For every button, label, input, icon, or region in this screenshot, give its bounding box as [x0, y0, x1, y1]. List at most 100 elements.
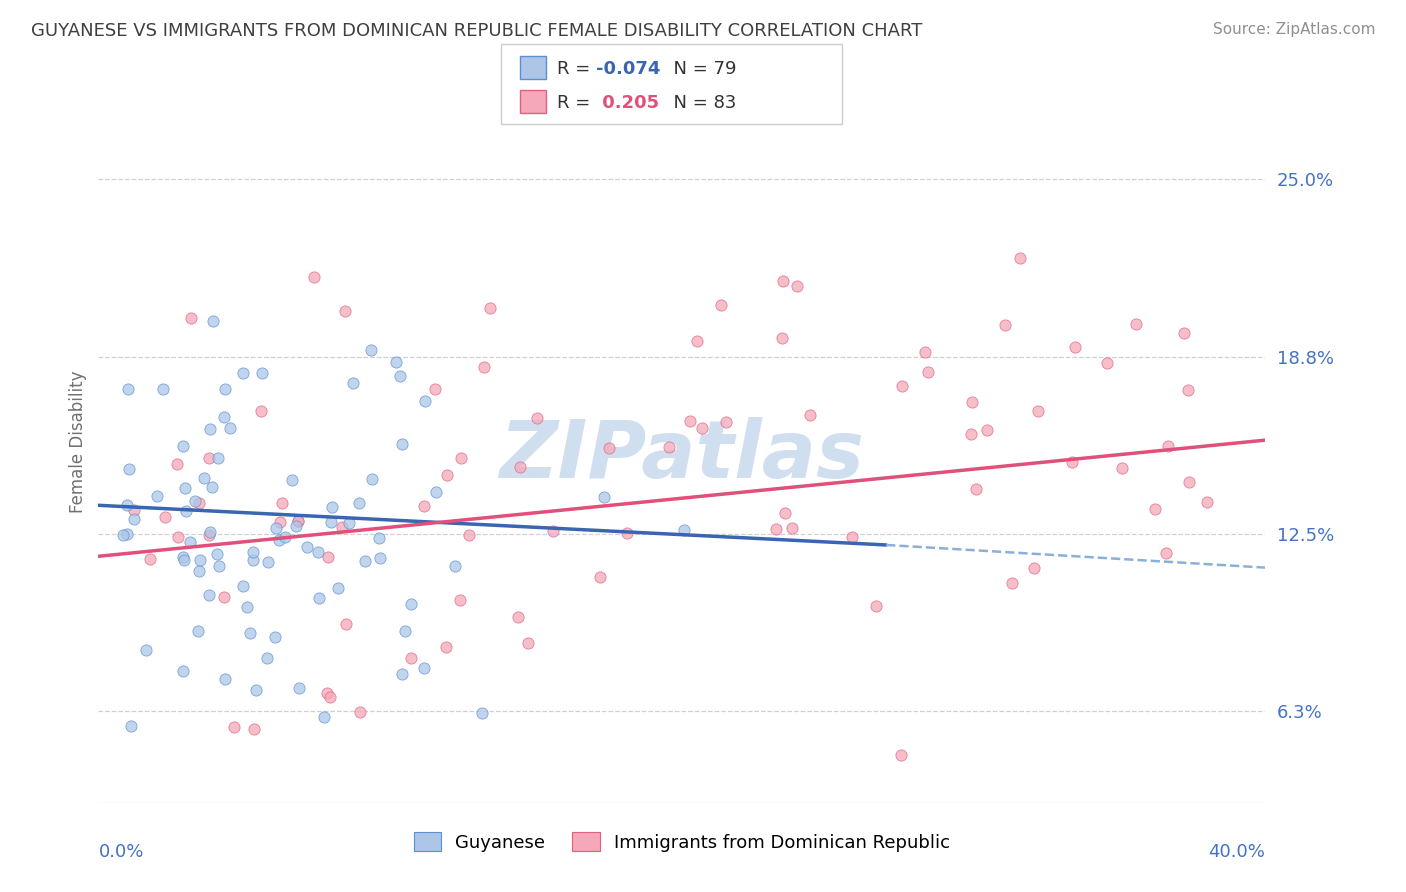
- Text: ZIPatlas: ZIPatlas: [499, 417, 865, 495]
- Point: [342, 376, 364, 391]
- Point: [256, 651, 278, 665]
- Point: [994, 318, 1017, 332]
- Text: 0.205: 0.205: [596, 94, 659, 112]
- Point: [326, 581, 349, 595]
- Point: [786, 279, 808, 293]
- Point: [187, 624, 209, 638]
- Point: [269, 515, 291, 529]
- Point: [197, 528, 219, 542]
- Point: [772, 274, 794, 288]
- Text: N = 79: N = 79: [662, 61, 737, 78]
- Point: [658, 440, 681, 454]
- Point: [174, 481, 197, 495]
- Point: [517, 636, 540, 650]
- Point: [330, 519, 353, 533]
- Point: [212, 409, 235, 424]
- Point: [231, 579, 253, 593]
- Point: [1008, 252, 1031, 266]
- Point: [285, 519, 308, 533]
- Point: [179, 534, 201, 549]
- Point: [198, 588, 221, 602]
- Point: [1173, 326, 1195, 340]
- Point: [917, 365, 939, 379]
- Point: [155, 510, 177, 524]
- Point: [890, 747, 912, 762]
- Point: [1095, 356, 1118, 370]
- Point: [1177, 475, 1199, 490]
- Point: [765, 522, 787, 536]
- Point: [960, 427, 983, 442]
- Point: [449, 593, 471, 607]
- Point: [188, 564, 211, 578]
- Point: [1064, 340, 1087, 354]
- Point: [541, 524, 564, 538]
- Point: [865, 599, 887, 613]
- Point: [207, 547, 229, 561]
- Text: GUYANESE VS IMMIGRANTS FROM DOMINICAN REPUBLIC FEMALE DISABILITY CORRELATION CHA: GUYANESE VS IMMIGRANTS FROM DOMINICAN RE…: [31, 22, 922, 40]
- Point: [118, 461, 141, 475]
- Point: [111, 527, 134, 541]
- Text: N = 83: N = 83: [662, 94, 737, 112]
- Point: [120, 719, 142, 733]
- Point: [257, 555, 280, 569]
- Point: [436, 468, 458, 483]
- Point: [201, 480, 224, 494]
- Point: [264, 630, 287, 644]
- Legend: Guyanese, Immigrants from Dominican Republic: Guyanese, Immigrants from Dominican Repu…: [406, 825, 957, 859]
- Point: [443, 559, 465, 574]
- Point: [122, 503, 145, 517]
- Point: [117, 498, 139, 512]
- Point: [413, 499, 436, 513]
- Point: [425, 485, 447, 500]
- Point: [679, 414, 702, 428]
- Point: [399, 597, 422, 611]
- Point: [385, 355, 408, 369]
- Point: [135, 642, 157, 657]
- Point: [360, 473, 382, 487]
- Point: [198, 525, 221, 540]
- Text: Source: ZipAtlas.com: Source: ZipAtlas.com: [1212, 22, 1375, 37]
- Point: [472, 359, 495, 374]
- Point: [509, 459, 531, 474]
- Point: [214, 672, 236, 686]
- Point: [1026, 404, 1049, 418]
- Point: [250, 403, 273, 417]
- Point: [139, 551, 162, 566]
- Point: [146, 489, 169, 503]
- Point: [799, 408, 821, 422]
- Point: [526, 411, 548, 425]
- Point: [198, 422, 221, 436]
- Point: [368, 532, 391, 546]
- Text: 0.0%: 0.0%: [98, 843, 143, 861]
- Point: [308, 591, 330, 605]
- Point: [391, 666, 413, 681]
- Point: [202, 314, 225, 328]
- Point: [1111, 461, 1133, 475]
- Point: [349, 496, 371, 510]
- Point: [224, 720, 246, 734]
- Point: [333, 304, 356, 318]
- Point: [1024, 561, 1046, 575]
- Point: [312, 710, 335, 724]
- Point: [413, 394, 436, 409]
- Point: [391, 436, 413, 450]
- Point: [710, 298, 733, 312]
- Point: [690, 420, 713, 434]
- Point: [267, 533, 290, 547]
- Point: [122, 512, 145, 526]
- Point: [891, 379, 914, 393]
- Point: [1197, 495, 1219, 509]
- Point: [714, 415, 737, 429]
- Point: [232, 366, 254, 380]
- Point: [368, 550, 391, 565]
- Point: [274, 530, 297, 544]
- Point: [506, 610, 529, 624]
- Point: [354, 554, 377, 568]
- Point: [117, 527, 139, 541]
- Point: [287, 681, 309, 695]
- Point: [976, 423, 998, 437]
- Point: [302, 269, 325, 284]
- Point: [1125, 317, 1147, 331]
- Text: -0.074: -0.074: [596, 61, 661, 78]
- Point: [434, 640, 457, 655]
